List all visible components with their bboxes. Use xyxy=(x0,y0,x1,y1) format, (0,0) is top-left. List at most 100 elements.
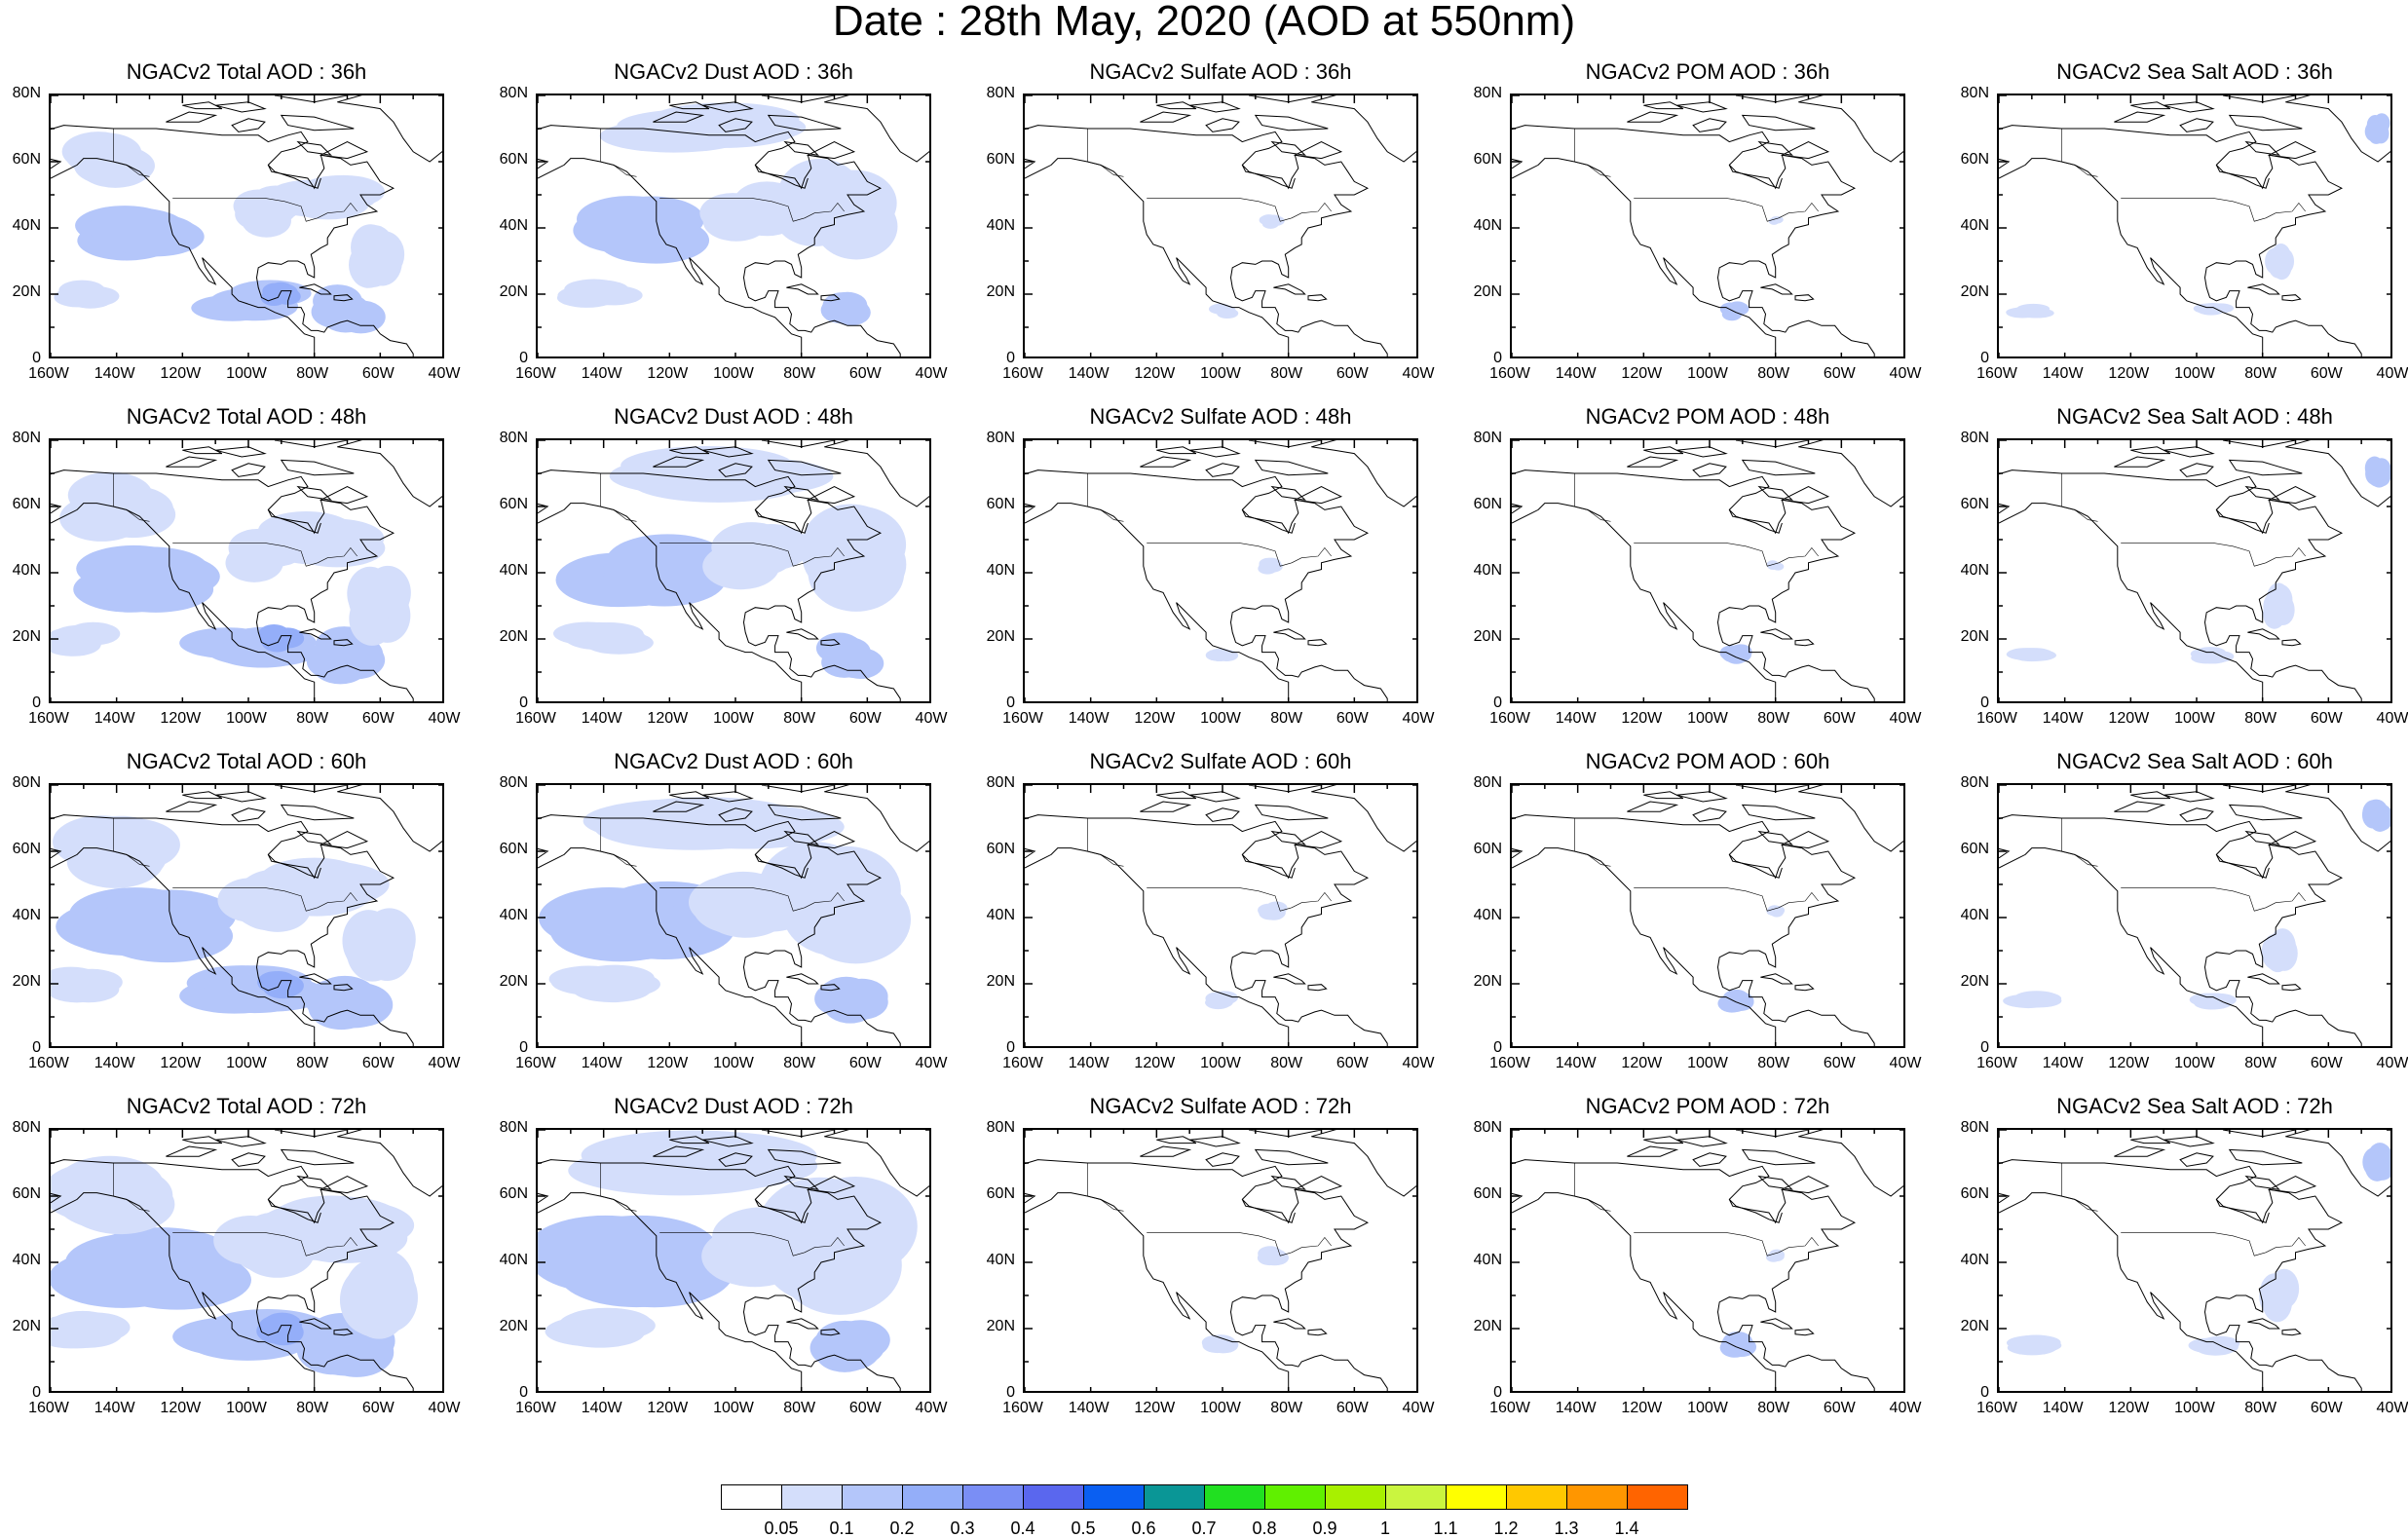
lat-tick-label: 60N xyxy=(1960,841,1989,857)
political-border xyxy=(659,198,845,222)
map-canvas xyxy=(538,1130,929,1391)
lon-tick-label: 80W xyxy=(1270,1400,1303,1416)
lon-tick-label: 60W xyxy=(361,1055,395,1071)
coastline xyxy=(2215,165,2270,189)
coastline xyxy=(2244,140,2281,156)
political-border xyxy=(1574,1163,1611,1212)
colorbar-swatch xyxy=(1204,1484,1265,1510)
colorbar-label: 1.4 xyxy=(1614,1519,1639,1538)
aerosol-field xyxy=(538,1130,918,1372)
coastline xyxy=(1241,1199,1296,1223)
coastline xyxy=(1736,95,1809,103)
lon-tick-label: 160W xyxy=(515,710,556,727)
lat-tick-label: 0 xyxy=(1006,1384,1015,1401)
colorbar-label: 0.5 xyxy=(1071,1519,1096,1538)
aod-shade-cell xyxy=(2364,121,2382,142)
coastline xyxy=(267,854,321,879)
map-panel: NGACv2 Sea Salt AOD : 60h 160W 140W 120W 100… xyxy=(1961,750,2408,1077)
political-border xyxy=(172,198,357,222)
aod-shade-cell xyxy=(1771,906,1786,916)
lat-tick-label: 20N xyxy=(499,1318,528,1334)
coastline xyxy=(2130,791,2171,800)
coastline xyxy=(1728,509,1783,534)
coastline xyxy=(1760,973,1793,985)
coastline xyxy=(1676,446,1728,458)
lon-tick-label: 120W xyxy=(160,1055,202,1071)
axis-ticks xyxy=(1512,1130,1903,1391)
coastline xyxy=(1741,459,1816,476)
map-canvas xyxy=(1025,440,1416,701)
lat-tick-label: 20N xyxy=(12,283,41,300)
lon-tick-label: 40W xyxy=(2376,1055,2408,1071)
coastline-layer xyxy=(538,95,929,356)
coastline xyxy=(299,283,332,295)
coastline-layer xyxy=(538,1130,929,1391)
coastline xyxy=(1205,118,1240,132)
map-panel: NGACv2 Total AOD : 60h 160W 140W 120W 100W 80… xyxy=(13,750,461,1077)
lon-tick-label: 60W xyxy=(848,1055,882,1071)
lon-tick-label: 120W xyxy=(2108,1055,2150,1071)
map-frame xyxy=(1023,438,1418,703)
lon-tick-label: 120W xyxy=(1134,365,1176,382)
lat-tick-label: 40N xyxy=(1960,217,1989,234)
lon-tick-label: 80W xyxy=(783,365,816,382)
lat-tick-label: 60N xyxy=(986,496,1015,512)
aod-shade-cell xyxy=(1205,992,1232,1005)
coastline xyxy=(1999,1192,2264,1391)
coastline xyxy=(1999,1159,2362,1391)
coastline xyxy=(2281,984,2302,992)
coastline xyxy=(2179,463,2214,477)
coastline xyxy=(538,125,901,356)
map-panel: NGACv2 Dust AOD : 72h 160W 140W 120W 100W 80W… xyxy=(500,1095,948,1422)
colorbar-label: 0.7 xyxy=(1191,1519,1217,1538)
lon-tick-label: 100W xyxy=(226,1055,267,1071)
coastline xyxy=(2285,95,2390,163)
coastline xyxy=(1999,125,2362,356)
aod-shade-cell xyxy=(2016,303,2051,315)
lon-tick-label: 40W xyxy=(1402,1400,1435,1416)
colorbar-label: 0.05 xyxy=(764,1519,799,1538)
coastline xyxy=(166,456,218,468)
coastline xyxy=(820,294,841,302)
coastline-layer xyxy=(538,785,929,1046)
lon-tick-label: 100W xyxy=(1200,710,1241,727)
aod-shade-cell xyxy=(51,631,102,656)
lat-tick-label: 40N xyxy=(499,907,528,923)
colorbar-label: 0.2 xyxy=(889,1519,915,1538)
lon-tick-label: 140W xyxy=(1555,1055,1597,1071)
map-frame xyxy=(49,783,444,1048)
coastline xyxy=(1798,440,1903,507)
aod-shade-cell xyxy=(1212,305,1232,316)
coastline xyxy=(1728,854,1783,879)
lon-tick-label: 40W xyxy=(915,1400,948,1416)
aod-shade-cell xyxy=(2268,251,2288,279)
aod-shade-cell xyxy=(51,1318,105,1349)
coastline xyxy=(2114,801,2166,812)
coastline xyxy=(1273,973,1306,985)
map-canvas xyxy=(1999,785,2390,1046)
colorbar-label: 0.4 xyxy=(1010,1519,1035,1538)
panel-title: NGACv2 Total AOD : 72h xyxy=(126,1094,367,1118)
coastline xyxy=(215,101,267,113)
lon-tick-label: 120W xyxy=(647,365,689,382)
lon-tick-label: 140W xyxy=(581,710,622,727)
coastline xyxy=(2163,446,2215,458)
coastline xyxy=(1757,140,1794,156)
aod-shade-cell xyxy=(351,224,391,271)
lat-tick-label: 60N xyxy=(499,1185,528,1202)
coastline xyxy=(2228,114,2303,131)
lon-tick-label: 140W xyxy=(1555,710,1597,727)
lon-tick-label: 60W xyxy=(2310,365,2343,382)
lon-tick-label: 80W xyxy=(1270,365,1303,382)
aod-shade-cell xyxy=(1201,1334,1232,1350)
coastline xyxy=(182,1136,223,1144)
coastline xyxy=(653,801,705,812)
lat-tick-label: 80N xyxy=(986,1119,1015,1136)
lat-tick-label: 20N xyxy=(986,1318,1015,1334)
coastline xyxy=(1293,831,1343,849)
coastline xyxy=(1643,1136,1684,1144)
coastline xyxy=(806,141,856,160)
axis-ticks xyxy=(538,95,929,356)
lon-tick-label: 60W xyxy=(2310,710,2343,727)
